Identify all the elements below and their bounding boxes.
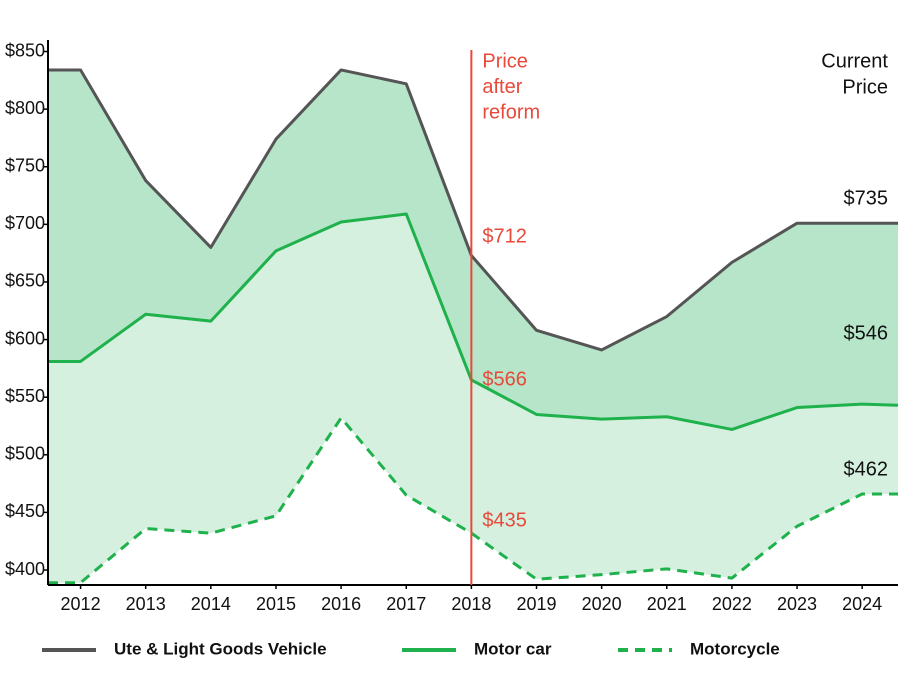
legend-label: Motorcycle [690, 639, 780, 658]
reform-label: Price [482, 50, 528, 72]
reform-price: $566 [482, 368, 527, 390]
reform-label: reform [482, 101, 540, 123]
current-price: $462 [844, 458, 889, 480]
y-tick-label: $550 [5, 386, 45, 406]
x-tick-label: 2023 [777, 594, 817, 614]
x-tick-label: 2015 [256, 594, 296, 614]
y-tick-label: $750 [5, 155, 45, 175]
x-tick-label: 2014 [191, 594, 231, 614]
current-price: $546 [844, 322, 889, 344]
x-tick-label: 2019 [516, 594, 556, 614]
area [48, 213, 898, 585]
current-label: Current [821, 50, 888, 72]
x-tick-label: 2020 [582, 594, 622, 614]
y-tick-label: $450 [5, 501, 45, 521]
x-tick-label: 2021 [647, 594, 687, 614]
x-tick-label: 2024 [842, 594, 882, 614]
area [48, 417, 898, 585]
reform-price: $712 [482, 225, 527, 247]
current-label: Price [842, 76, 888, 98]
x-tick-label: 2013 [126, 594, 166, 614]
y-tick-label: $400 [5, 559, 45, 579]
x-tick-label: 2016 [321, 594, 361, 614]
x-tick-label: 2017 [386, 594, 426, 614]
y-tick-label: $500 [5, 444, 45, 464]
legend-label: Motor car [474, 639, 552, 658]
reform-label: after [482, 76, 522, 98]
y-tick-label: $800 [5, 98, 45, 118]
reform-price: $435 [482, 509, 527, 531]
x-tick-label: 2012 [61, 594, 101, 614]
x-tick-label: 2018 [451, 594, 491, 614]
y-tick-label: $700 [5, 213, 45, 233]
current-price: $735 [844, 187, 889, 209]
y-tick-label: $600 [5, 328, 45, 348]
x-tick-label: 2022 [712, 594, 752, 614]
legend-label: Ute & Light Goods Vehicle [114, 639, 327, 658]
y-tick-label: $650 [5, 271, 45, 291]
y-tick-label: $850 [5, 40, 45, 60]
